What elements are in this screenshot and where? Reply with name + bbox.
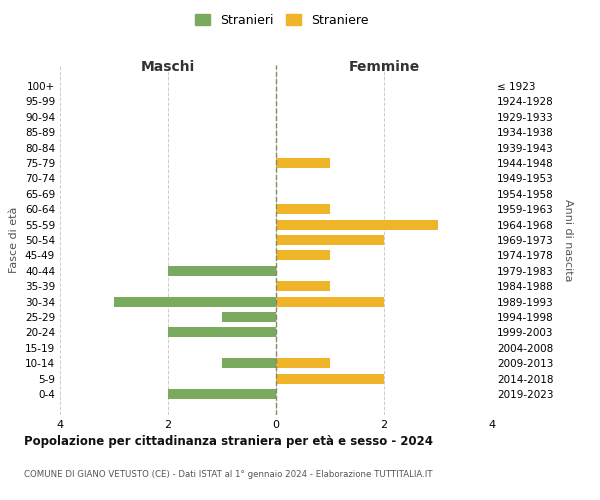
Bar: [276, 250, 330, 260]
Y-axis label: Fasce di età: Fasce di età: [10, 207, 19, 273]
Bar: [168, 389, 276, 399]
Bar: [276, 220, 438, 230]
Text: COMUNE DI GIANO VETUSTO (CE) - Dati ISTAT al 1° gennaio 2024 - Elaborazione TUTT: COMUNE DI GIANO VETUSTO (CE) - Dati ISTA…: [24, 470, 433, 479]
Bar: [276, 374, 384, 384]
Text: Maschi: Maschi: [141, 60, 195, 74]
Y-axis label: Anni di nascita: Anni di nascita: [563, 198, 573, 281]
Text: Femmine: Femmine: [349, 60, 419, 74]
Bar: [276, 235, 384, 245]
Text: Popolazione per cittadinanza straniera per età e sesso - 2024: Popolazione per cittadinanza straniera p…: [24, 435, 433, 448]
Bar: [168, 266, 276, 276]
Bar: [276, 281, 330, 291]
Bar: [222, 358, 276, 368]
Bar: [276, 158, 330, 168]
Bar: [276, 296, 384, 306]
Legend: Stranieri, Straniere: Stranieri, Straniere: [190, 8, 374, 32]
Bar: [168, 328, 276, 338]
Bar: [114, 296, 276, 306]
Bar: [276, 358, 330, 368]
Bar: [222, 312, 276, 322]
Bar: [276, 204, 330, 214]
